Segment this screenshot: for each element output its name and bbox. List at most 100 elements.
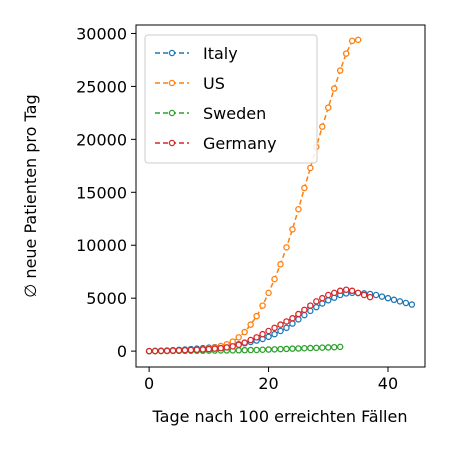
data-point-germany — [235, 341, 242, 349]
data-point-sweden — [295, 345, 302, 352]
data-point-us — [289, 226, 296, 233]
data-point-italy — [313, 303, 320, 311]
data-point-sweden — [253, 346, 260, 354]
plot-frame — [135, 24, 426, 368]
data-point-italy — [289, 320, 296, 327]
data-point-germany — [325, 291, 332, 299]
legend-label-us: US — [203, 74, 225, 93]
data-point-us — [325, 104, 332, 111]
ticks: 0 20 40 0 5000 10000 15000 20000 25000 30000 — [76, 24, 398, 393]
data-point-sweden — [313, 344, 320, 352]
data-point-us — [348, 37, 356, 45]
data-point-us — [295, 205, 302, 213]
data-point-italy — [265, 333, 272, 341]
data-point-sweden — [247, 346, 254, 354]
legend-marker-germany — [168, 139, 176, 147]
data-point-italy — [325, 297, 332, 304]
data-point-germany — [301, 306, 308, 314]
data-point-germany — [199, 346, 207, 353]
x-tick-label: 20 — [258, 374, 278, 393]
legend-marker-us — [168, 79, 176, 87]
data-point-italy — [408, 301, 416, 308]
data-point-sweden — [301, 345, 308, 352]
data-point-germany — [319, 294, 326, 302]
x-axis-label: Tage nach 100 erreichten Fällen — [152, 407, 408, 426]
data-point-us — [265, 289, 272, 297]
data-point-sweden — [235, 347, 242, 354]
data-point-us — [277, 261, 284, 268]
data-point-germany — [169, 347, 177, 354]
data-point-us — [301, 184, 308, 192]
x-tick-label: 40 — [378, 374, 398, 393]
y-tick-label: 0 — [117, 342, 127, 361]
data-point-us — [336, 67, 344, 74]
data-point-germany — [163, 347, 171, 355]
data-point-germany — [223, 344, 231, 351]
data-point-germany — [366, 293, 374, 301]
data-point-germany — [277, 321, 284, 328]
legend: Italy US Sweden Germany — [144, 34, 318, 164]
data-point-sweden — [307, 344, 314, 352]
data-point-germany — [313, 298, 320, 305]
data-point-sweden — [241, 346, 248, 354]
y-axis-label: ∅ neue Patienten pro Tag — [21, 94, 40, 297]
data-point-germany — [360, 291, 368, 299]
data-point-italy — [378, 293, 386, 300]
y-tick-label: 25000 — [76, 77, 127, 96]
data-point-us — [354, 36, 362, 44]
legend-box — [144, 34, 318, 164]
plot-content — [145, 36, 416, 355]
data-point-us — [283, 244, 290, 251]
data-point-us — [247, 321, 254, 328]
data-point-sweden — [330, 343, 338, 351]
data-point-germany — [205, 345, 213, 353]
legend-label-sweden: Sweden — [203, 104, 266, 123]
data-point-germany — [211, 345, 219, 352]
x-tick-label: 0 — [144, 374, 154, 393]
data-point-us — [307, 164, 314, 172]
y-tick-label: 5000 — [86, 289, 127, 308]
data-point-germany — [336, 287, 344, 295]
data-point-sweden — [319, 344, 326, 351]
data-point-italy — [372, 291, 380, 299]
data-point-germany — [342, 286, 350, 293]
data-point-germany — [247, 336, 254, 344]
legend-label-italy: Italy — [203, 44, 238, 63]
data-point-us — [235, 334, 242, 341]
data-point-italy — [307, 307, 314, 315]
legend-marker-sweden — [168, 109, 176, 117]
data-point-germany — [330, 289, 338, 297]
data-point-us — [342, 50, 350, 57]
legend-marker-italy — [168, 49, 176, 57]
data-point-germany — [289, 315, 296, 322]
data-point-germany — [181, 346, 189, 354]
data-point-us — [259, 302, 266, 309]
y-tick-label: 30000 — [76, 24, 127, 43]
y-tick-label: 15000 — [76, 183, 127, 202]
data-point-us — [253, 312, 260, 320]
data-point-germany — [348, 287, 356, 295]
data-point-germany — [253, 334, 260, 341]
data-point-us — [241, 328, 248, 336]
data-point-sweden — [283, 345, 290, 353]
data-point-germany — [354, 289, 362, 297]
data-point-italy — [396, 298, 404, 305]
data-point-germany — [151, 347, 159, 355]
data-point-sweden — [325, 344, 332, 351]
data-point-italy — [295, 316, 302, 323]
data-point-germany — [193, 346, 201, 353]
data-point-sweden — [289, 345, 296, 352]
legend-label-germany: Germany — [203, 134, 277, 153]
data-point-sweden — [336, 343, 344, 351]
data-point-italy — [402, 299, 410, 307]
data-point-germany — [157, 347, 165, 355]
data-point-germany — [175, 347, 183, 354]
data-point-italy — [283, 324, 290, 332]
data-point-italy — [271, 330, 278, 338]
data-point-italy — [277, 327, 284, 335]
data-point-sweden — [259, 346, 266, 353]
data-point-germany — [145, 347, 153, 355]
data-point-germany — [241, 339, 248, 346]
data-point-germany — [217, 344, 225, 352]
